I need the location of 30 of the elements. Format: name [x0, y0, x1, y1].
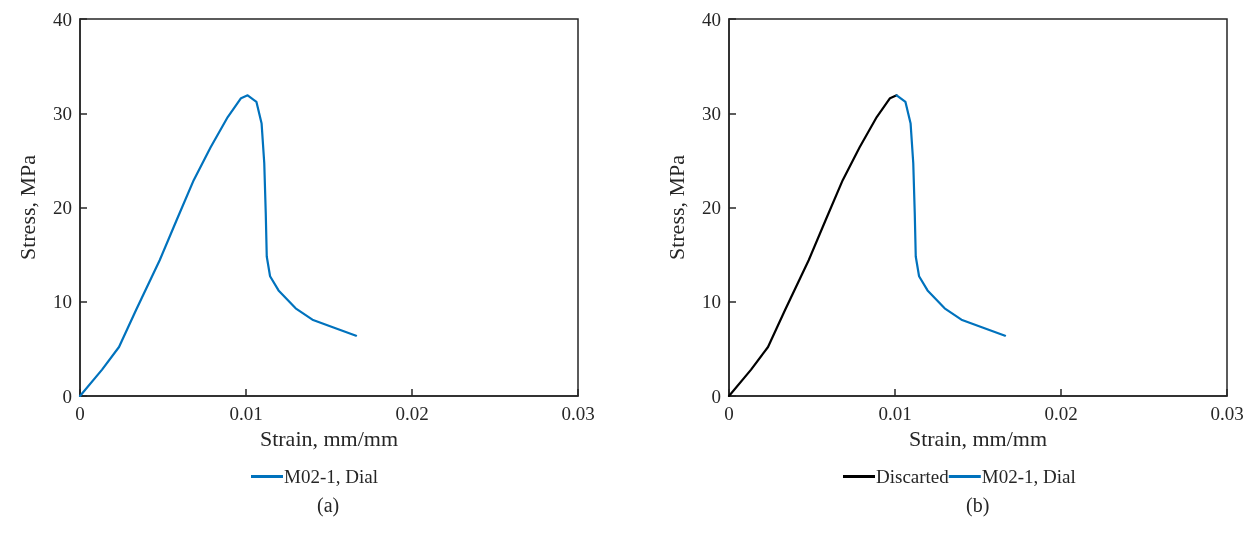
y-tick-label: 40	[53, 8, 72, 30]
y-tick-label: 20	[53, 197, 72, 218]
y-tick-label: 40	[702, 8, 721, 30]
x-tick-label: 0.01	[229, 403, 263, 424]
y-tick-label: 20	[702, 197, 721, 218]
x-tick-label: 0	[75, 403, 85, 424]
x-axis-title: Strain, mm/mm	[908, 426, 1048, 452]
x-axis-title: Strain, mm/mm	[259, 426, 399, 452]
legend-label: M02-1, Dial	[284, 466, 378, 487]
x-tick-label: 0.01	[878, 403, 912, 424]
x-tick-label: 0.02	[1044, 403, 1078, 424]
line-series	[727, 94, 898, 398]
x-tick-label: 0.03	[561, 403, 595, 424]
legend-label: Discarted	[876, 466, 950, 487]
y-tick-label: 10	[702, 291, 721, 313]
y-axis-title: Stress, MPa	[663, 154, 689, 261]
line-series	[895, 94, 1007, 337]
y-tick-label: 10	[53, 291, 72, 313]
y-tick-label: 30	[53, 102, 72, 124]
line-series	[78, 94, 358, 398]
x-tick-label: 0	[724, 403, 734, 424]
x-tick-label: 0.02	[395, 403, 429, 424]
y-axis-title: Stress, MPa	[14, 154, 40, 261]
y-tick-label: 30	[702, 102, 721, 124]
legend-label: M02-1, Dial	[981, 466, 1076, 487]
y-tick-label: 0	[711, 385, 721, 407]
text: (a)	[317, 494, 340, 517]
y-tick-label: 0	[62, 385, 72, 407]
text: (b)	[966, 494, 990, 517]
x-tick-label: 0.03	[1210, 403, 1244, 424]
